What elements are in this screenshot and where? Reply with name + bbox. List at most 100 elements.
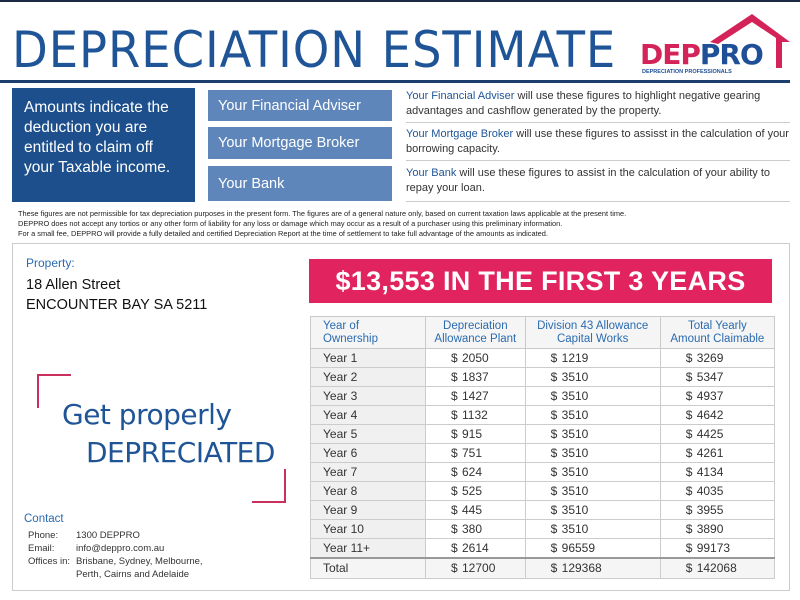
amount-cell: $1427 bbox=[425, 386, 526, 406]
amount-value: 3890 bbox=[696, 522, 724, 536]
currency-symbol: $ bbox=[451, 351, 458, 365]
table-row: Year 9 $445 $3510 $3955 bbox=[310, 500, 776, 520]
role-link: Your Mortgage Broker bbox=[406, 128, 514, 140]
amount-value: 4261 bbox=[696, 446, 724, 460]
amount-value: 96559 bbox=[561, 540, 596, 555]
corner-bracket-bottom bbox=[252, 469, 286, 503]
currency-symbol: $ bbox=[685, 427, 693, 441]
contact-phone: Phone: 1300 DEPPRO bbox=[28, 530, 140, 541]
amount-cell: $2050 bbox=[425, 348, 526, 368]
amount-cell: $5347 bbox=[659, 367, 776, 387]
role-desc: will use these figures to assist in the … bbox=[406, 167, 771, 194]
amount-value: 3955 bbox=[696, 503, 724, 517]
amount-cell: $3510 bbox=[524, 367, 661, 387]
financial-adviser-button[interactable]: Your Financial Adviser bbox=[208, 90, 392, 121]
amount-value: 525 bbox=[462, 484, 483, 498]
table-row: Year 7 $624 $3510 $4134 bbox=[310, 462, 776, 482]
table-row: Year 6 $751 $3510 $4261 bbox=[310, 443, 776, 463]
amount-value: 915 bbox=[462, 427, 483, 441]
title-rule bbox=[0, 80, 790, 83]
offices-value: Brisbane, Sydney, Melbourne, bbox=[76, 556, 203, 567]
currency-symbol: $ bbox=[550, 408, 558, 422]
currency-symbol: $ bbox=[685, 389, 693, 403]
logo-pro: PRO bbox=[699, 38, 764, 71]
amount-value: 751 bbox=[462, 446, 483, 460]
amount-value: 2614 bbox=[462, 540, 489, 555]
mortgage-broker-desc: Your Mortgage Broker will use these figu… bbox=[406, 126, 790, 161]
amount-value: 5347 bbox=[696, 370, 724, 384]
amount-cell: $3510 bbox=[524, 500, 661, 520]
amount-value: 142068 bbox=[696, 561, 737, 576]
amount-cell: $624 bbox=[425, 462, 526, 482]
currency-symbol: $ bbox=[685, 503, 693, 517]
amount-value: 3510 bbox=[561, 484, 589, 498]
amount-value: 1132 bbox=[462, 408, 488, 422]
table-row: Year 4 $1132 $3510 $4642 bbox=[310, 405, 776, 425]
phone-value[interactable]: 1300 DEPPRO bbox=[76, 530, 140, 541]
total-row: Total $12700 $129368 $142068 bbox=[310, 556, 776, 579]
house-roof-icon bbox=[710, 14, 790, 68]
logo-dep: DEP bbox=[640, 38, 701, 71]
table-row: Year 11+ $2614 $96559 $99173 bbox=[310, 538, 776, 558]
depreciation-table: Year of Ownership Depreciation Allowance Pl… bbox=[310, 316, 776, 579]
currency-symbol: $ bbox=[451, 408, 458, 422]
amount-value: 624 bbox=[462, 465, 483, 479]
page-title: DEPRECIATION ESTIMATE bbox=[12, 21, 617, 79]
amount-cell: $99173 bbox=[659, 538, 776, 558]
amount-cell: $2614 bbox=[425, 538, 526, 558]
disclaimer-line: For a small fee, DEPPRO will provide a f… bbox=[18, 229, 548, 238]
currency-symbol: $ bbox=[451, 503, 458, 517]
amount-value: 4134 bbox=[696, 465, 724, 479]
amount-value: 1219 bbox=[561, 351, 589, 365]
amount-cell: $3955 bbox=[659, 500, 776, 520]
currency-symbol: $ bbox=[451, 561, 458, 576]
amount-cell: $915 bbox=[425, 424, 526, 444]
slogan: Get properly DEPRECIATED bbox=[62, 396, 275, 472]
bank-button[interactable]: Your Bank bbox=[208, 166, 392, 201]
currency-symbol: $ bbox=[685, 370, 693, 384]
amount-value: 3510 bbox=[561, 465, 589, 479]
amount-value: 3510 bbox=[561, 408, 589, 422]
amount-cell: $3510 bbox=[524, 443, 661, 463]
disclaimer: These figures are not permissible for ta… bbox=[18, 209, 626, 239]
slogan-line2: DEPRECIATED bbox=[86, 436, 275, 469]
amount-cell: $751 bbox=[425, 443, 526, 463]
currency-symbol: $ bbox=[550, 427, 558, 441]
financial-adviser-desc: Your Financial Adviser will use these fi… bbox=[406, 88, 790, 123]
column-header: Year of Ownership bbox=[310, 316, 426, 349]
amount-value: 380 bbox=[462, 522, 483, 536]
amount-cell: $3510 bbox=[524, 405, 661, 425]
amount-value: 4035 bbox=[696, 484, 724, 498]
currency-symbol: $ bbox=[685, 408, 693, 422]
offices-value: Perth, Cairns and Adelaide bbox=[76, 569, 190, 580]
mortgage-broker-button[interactable]: Your Mortgage Broker bbox=[208, 127, 392, 159]
amount-value: 3510 bbox=[561, 522, 589, 536]
currency-symbol: $ bbox=[550, 465, 558, 479]
amount-value: 3269 bbox=[696, 351, 724, 365]
amount-cell: $3269 bbox=[659, 348, 776, 368]
currency-symbol: $ bbox=[685, 522, 693, 536]
year-cell: Year 7 bbox=[310, 462, 426, 482]
amount-cell: $3510 bbox=[524, 462, 661, 482]
currency-symbol: $ bbox=[685, 540, 693, 555]
amount-cell: $3510 bbox=[524, 519, 661, 539]
amount-cell: $1219 bbox=[524, 348, 661, 368]
table-row: Year 1 $2050 $1219 $3269 bbox=[310, 348, 776, 368]
amount-value: 4642 bbox=[696, 408, 724, 422]
currency-symbol: $ bbox=[451, 484, 458, 498]
amount-cell: $445 bbox=[425, 500, 526, 520]
year-cell: Total bbox=[310, 556, 426, 579]
year-cell: Year 6 bbox=[310, 443, 426, 463]
property-label: Property: bbox=[26, 256, 75, 270]
year-cell: Year 11+ bbox=[310, 538, 426, 558]
currency-symbol: $ bbox=[685, 465, 693, 479]
year-cell: Year 5 bbox=[310, 424, 426, 444]
currency-symbol: $ bbox=[451, 427, 458, 441]
amount-value: 99173 bbox=[696, 540, 731, 555]
amount-value: 3510 bbox=[561, 503, 589, 517]
amount-value: 1837 bbox=[462, 370, 489, 384]
currency-symbol: $ bbox=[451, 389, 458, 403]
email-link[interactable]: info@deppro.com.au bbox=[76, 543, 165, 554]
year-cell: Year 10 bbox=[310, 519, 426, 539]
currency-symbol: $ bbox=[550, 540, 558, 555]
